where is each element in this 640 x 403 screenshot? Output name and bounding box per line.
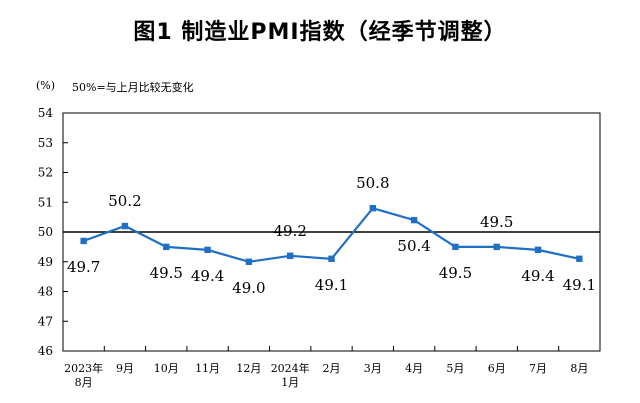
data-label: 49.2 [273, 222, 306, 240]
data-label: 49.5 [480, 213, 513, 231]
data-label: 49.0 [232, 279, 265, 297]
data-label: 50.4 [397, 237, 430, 255]
x-tick-label: 5月 [446, 362, 464, 375]
data-point [163, 243, 170, 251]
data-point [245, 258, 253, 265]
chart-title: 图1 制造业PMI指数（经季节调整） [133, 20, 507, 45]
data-label: 50.8 [356, 174, 389, 192]
x-tick-label: 4月 [405, 362, 423, 375]
data-point [576, 255, 583, 262]
data-label: 49.7 [67, 258, 100, 276]
x-tick-label: 3月 [364, 362, 382, 375]
data-point [121, 222, 129, 230]
data-label: 49.1 [563, 276, 596, 294]
x-tick-label: 9月 [116, 362, 134, 375]
data-point [452, 243, 459, 251]
data-point [80, 237, 87, 245]
y-tick-label: 47 [38, 314, 53, 328]
x-tick-label: 2月 [323, 362, 341, 375]
data-label: 49.5 [439, 264, 472, 282]
y-tick-label: 54 [38, 106, 54, 120]
y-tick-label: 53 [38, 136, 53, 150]
x-tick-label: 2023年 [64, 361, 103, 375]
data-point [204, 246, 211, 254]
x-tick-label: 8月 [75, 376, 93, 389]
data-label: 49.4 [521, 267, 554, 285]
x-tick-label: 12月 [236, 362, 261, 375]
x-tick-label: 6月 [488, 362, 506, 375]
y-tick-label: 46 [38, 344, 53, 358]
y-tick-label: 49 [38, 255, 53, 269]
data-point [493, 243, 500, 251]
data-point [369, 205, 377, 212]
y-tick-label: 50 [38, 225, 53, 239]
data-label: 49.4 [191, 267, 224, 285]
x-tick-label: 8月 [570, 362, 588, 375]
y-unit-label: (%) [36, 79, 56, 92]
x-tick-label: 7月 [529, 362, 547, 375]
data-point [328, 255, 335, 262]
y-tick-label: 52 [38, 166, 53, 180]
data-label: 49.5 [150, 264, 183, 282]
y-tick-label: 51 [38, 195, 53, 209]
reference-note: 50%=与上月比较无变化 [72, 81, 194, 94]
data-point [286, 252, 294, 259]
data-label: 50.2 [108, 192, 141, 210]
data-point [534, 246, 542, 254]
data-label: 49.1 [315, 276, 348, 294]
x-tick-label: 2024年 [271, 361, 310, 375]
x-tick-label: 1月 [281, 376, 299, 389]
x-tick-label: 11月 [195, 362, 220, 375]
data-point [410, 216, 418, 224]
x-tick-label: 10月 [154, 362, 179, 375]
y-tick-label: 48 [38, 285, 53, 299]
